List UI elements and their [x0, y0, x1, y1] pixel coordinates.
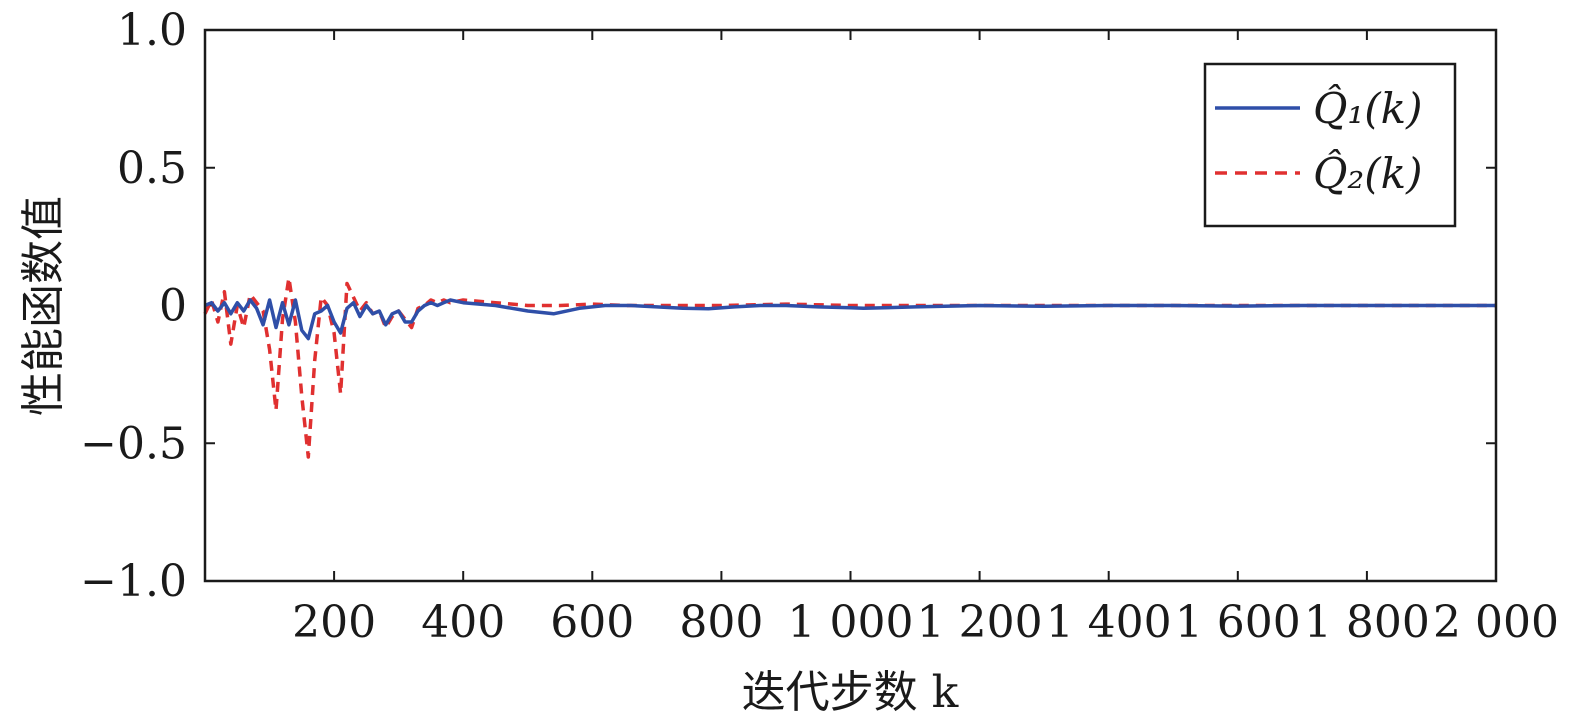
x-tick-label: 800	[679, 597, 763, 648]
y-tick-label: 0.5	[117, 143, 187, 194]
legend-box	[1203, 62, 1457, 228]
legend: Q̂₁(k) Q̂₂(k)	[1203, 62, 1457, 228]
x-tick-label: 1 200	[917, 597, 1043, 648]
plot-frame	[203, 28, 1498, 583]
legend-label-series-1: Q̂₁(k)	[1313, 82, 1423, 133]
x-tick-label: 200	[292, 597, 376, 648]
y-tick-label: 0	[159, 281, 187, 332]
x-tick-label: 1 600	[1175, 597, 1301, 648]
y-tick-label: 1.0	[117, 5, 187, 56]
y-tick-labels: 1.0 0.5 0 −0.5 −1.0	[80, 5, 187, 607]
series-lines	[203, 276, 1496, 459]
series-line-1	[204, 298, 1496, 341]
x-tick-label: 1 800	[1304, 597, 1430, 648]
x-tick-label: 600	[550, 597, 634, 648]
x-tick-label: 1 000	[788, 597, 914, 648]
y-tick-label: −1.0	[80, 556, 187, 607]
x-tick-label: 2 000	[1433, 597, 1559, 648]
y-axis-title: 性能函数值	[18, 196, 69, 416]
legend-label-series-2: Q̂₂(k)	[1313, 147, 1423, 198]
x-tick-labels: 200 400 600 800 1 000 1 200 1 400 1 600 1 800 2 0…	[292, 597, 1559, 648]
x-tick-label: 1 400	[1046, 597, 1172, 648]
x-axis-title: 迭代步数 k	[742, 667, 959, 718]
y-tick-label: −0.5	[80, 418, 187, 469]
x-tick-label: 400	[421, 597, 505, 648]
